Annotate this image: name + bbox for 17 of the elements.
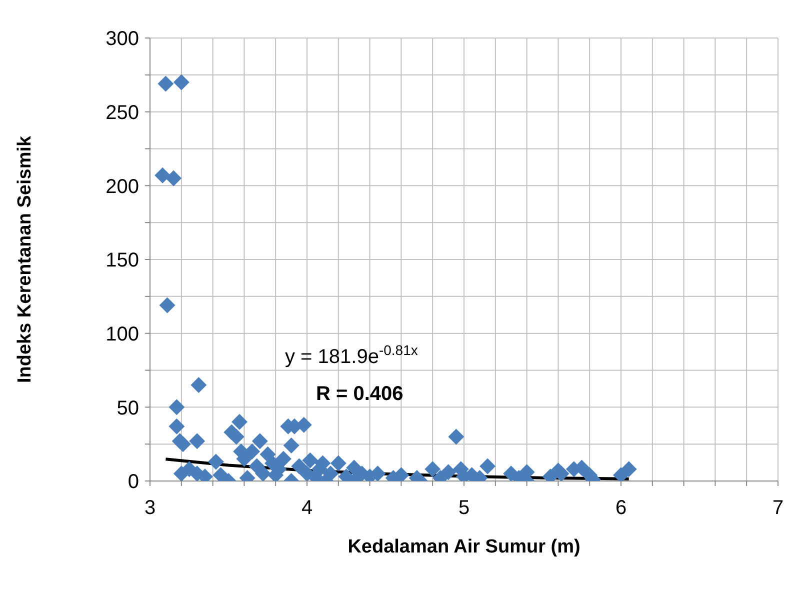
- y-tick-label: 100: [106, 323, 139, 346]
- y-tick-label: 150: [106, 250, 139, 272]
- y-tick-label: 300: [106, 28, 139, 50]
- annotation: R = 0.406: [316, 383, 404, 405]
- x-tick-label: 4: [301, 497, 313, 520]
- x-tick-label: 3: [144, 497, 156, 520]
- x-axis-title: Kedalaman Air Sumur (m): [348, 536, 580, 558]
- annotation: y = 181.9e$^{-0.81x}$: [285, 342, 418, 368]
- x-tick-label: 5: [458, 497, 470, 520]
- y-tick-label: 0: [128, 471, 139, 494]
- y-axis-title: Indeks Kerentanan Seismik: [14, 136, 36, 384]
- y-tick-label: 50: [116, 397, 139, 420]
- x-tick-label: 7: [772, 497, 784, 520]
- y-tick-label: 250: [106, 102, 139, 124]
- line-series: [164, 458, 630, 480]
- y-tick-label: 200: [106, 176, 139, 198]
- x-tick-label: 6: [615, 497, 627, 520]
